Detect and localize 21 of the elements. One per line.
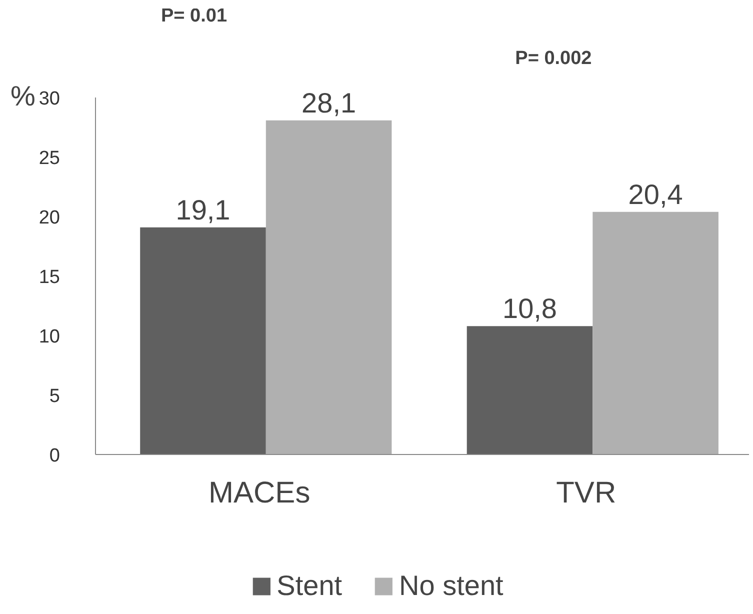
- y-tick-label: 15: [38, 267, 60, 288]
- bar: [592, 212, 718, 455]
- y-tick-label: 25: [38, 148, 60, 170]
- bar: [466, 326, 593, 455]
- legend-label: Stent: [276, 570, 342, 602]
- data-label: 19,1: [176, 194, 230, 226]
- x-tick-label: TVR: [556, 476, 616, 510]
- y-axis-title: %: [10, 80, 36, 112]
- y-tick-label: 30: [38, 88, 60, 110]
- bar: [266, 120, 392, 455]
- text: P= 0.002: [515, 48, 592, 70]
- bar: [140, 227, 266, 455]
- data-label: 20,4: [628, 178, 683, 210]
- x-tick-label: MACEs: [208, 476, 310, 510]
- data-label: 10,8: [502, 293, 558, 324]
- y-tick-label: 5: [49, 386, 60, 408]
- y-tick-label: 0: [49, 446, 60, 467]
- legend-label: No stent: [399, 570, 504, 602]
- data-label: 28,1: [302, 87, 356, 118]
- y-tick-label: 20: [38, 208, 60, 229]
- y-tick-label: 10: [38, 326, 60, 348]
